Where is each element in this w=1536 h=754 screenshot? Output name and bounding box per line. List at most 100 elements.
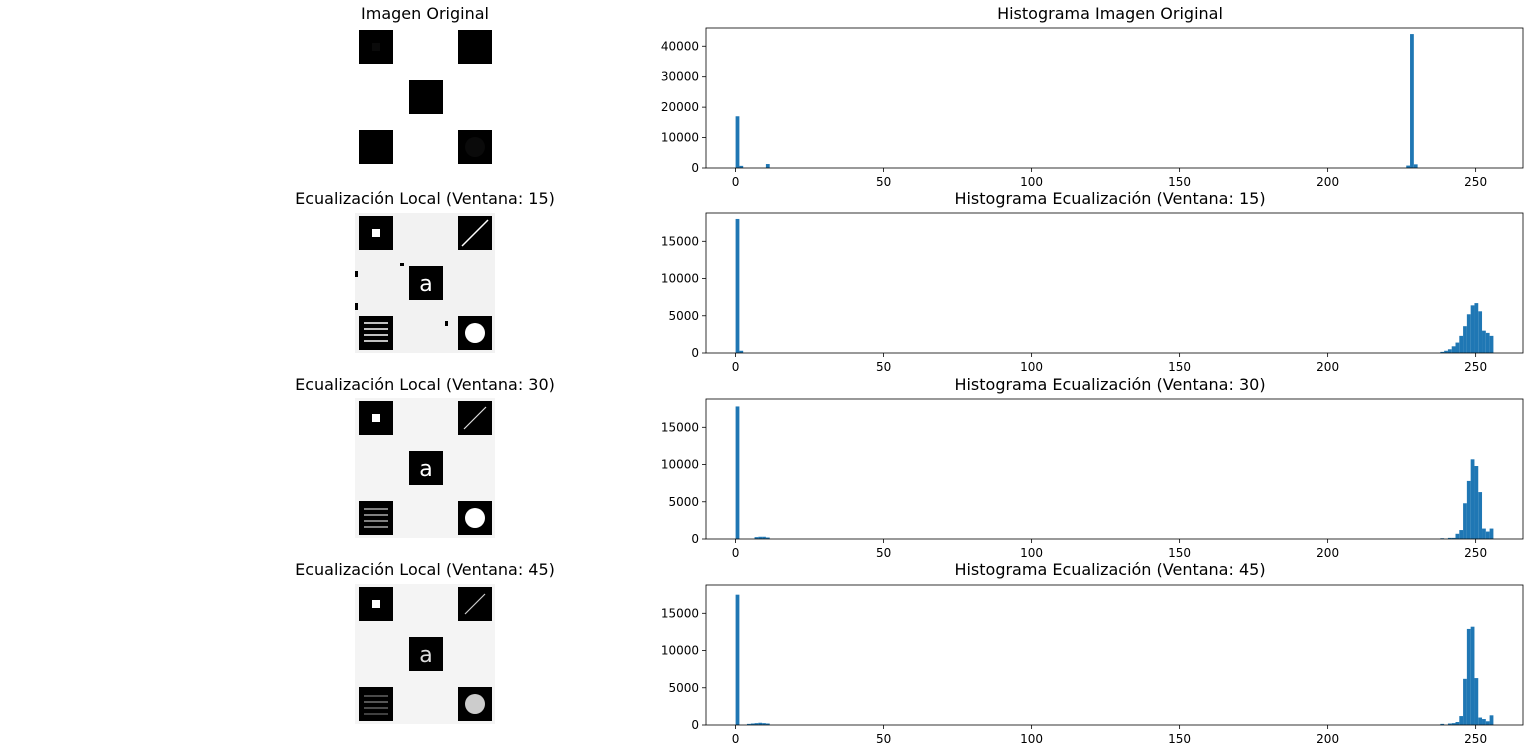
original-image-graphic: [355, 27, 495, 167]
histogram-bar: [1466, 480, 1471, 539]
y-tick-label: 40000: [661, 39, 699, 53]
histogram-bar: [1444, 350, 1448, 353]
y-tick-label: 0: [691, 346, 699, 360]
x-tick-label: 250: [1464, 546, 1487, 560]
histogram-bar: [1470, 626, 1475, 725]
histogram-title: Histograma Ecualización (Ventana: 45): [954, 560, 1266, 579]
histogram-bar: [1440, 723, 1445, 725]
x-tick-label: 200: [1316, 732, 1339, 746]
svg-text:a: a: [419, 457, 432, 482]
image-title: Ecualización Local (Ventana: 15): [295, 189, 555, 208]
histogram-bar: [1489, 335, 1494, 353]
svg-text:a: a: [419, 272, 432, 297]
histogram-bar: [1470, 459, 1475, 539]
histogram-bar: [1474, 678, 1479, 725]
histogram-bar: [1447, 349, 1452, 353]
histogram-bar: [1447, 723, 1452, 725]
histogram-bar: [750, 723, 755, 725]
equalized-image-45-graphic: a: [355, 584, 495, 724]
histogram-bar: [1440, 351, 1445, 353]
histogram-bar: [1466, 314, 1471, 353]
histogram-bar: [1455, 342, 1460, 353]
x-tick-label: 200: [1316, 175, 1339, 189]
x-tick-label: 150: [1168, 732, 1191, 746]
x-tick-label: 250: [1464, 175, 1487, 189]
histogram-bar: [1478, 492, 1483, 539]
x-tick-label: 50: [876, 732, 891, 746]
histogram-bar: [758, 722, 763, 725]
histogram-bar: [1459, 530, 1464, 539]
x-tick-label: 100: [1020, 732, 1043, 746]
x-tick-label: 50: [876, 175, 891, 189]
histogram-bar: [1489, 528, 1494, 539]
axes-frame: [705, 27, 1524, 169]
x-tick-label: 100: [1020, 175, 1043, 189]
y-tick-label: 10000: [661, 131, 699, 145]
histogram-bar: [1470, 305, 1475, 353]
x-tick-label: 150: [1168, 546, 1191, 560]
histogram-bar: [1463, 678, 1467, 725]
histogram-bar: [1466, 628, 1471, 725]
x-tick-label: 150: [1168, 175, 1191, 189]
histogram-bar: [739, 350, 744, 353]
y-tick-label: 5000: [668, 309, 699, 323]
y-tick-label: 0: [691, 532, 699, 546]
histogram-bar: [735, 406, 740, 539]
axes-frame: [705, 212, 1524, 354]
x-tick-label: 200: [1316, 546, 1339, 560]
histogram-bar: [1463, 503, 1467, 539]
x-tick-label: 50: [876, 546, 891, 560]
histogram-bar: [1474, 303, 1479, 353]
histogram-bar: [1451, 537, 1456, 539]
image-title: Imagen Original: [361, 4, 489, 23]
histogram-bar: [765, 723, 770, 725]
histogram-bar: [735, 116, 740, 168]
axes-frame: [705, 584, 1524, 726]
histogram-bar: [1478, 717, 1483, 725]
y-tick-label: 15000: [661, 606, 699, 620]
equalized-image-15: a: [355, 213, 495, 353]
y-tick-label: 0: [691, 718, 699, 732]
histogram-bar: [1447, 537, 1452, 539]
equalized-image-45: a: [355, 584, 495, 724]
histogram-bar: [1482, 330, 1486, 353]
y-tick-label: 10000: [661, 458, 699, 472]
histogram-3: 0 50 100 150 200 250 0 5000 10000 15000: [661, 584, 1524, 746]
image-title: Ecualización Local (Ventana: 30): [295, 375, 555, 394]
x-tick-label: 0: [732, 546, 740, 560]
y-tick-label: 15000: [661, 420, 699, 434]
x-tick-label: 100: [1020, 360, 1043, 374]
original-image: [355, 27, 495, 167]
histogram-0: 0 50 100 150 200 250 0 10000 20000 30000 40000: [661, 27, 1524, 189]
histogram-bar: [1459, 335, 1464, 353]
y-tick-label: 0: [691, 161, 699, 175]
histogram-bar: [1482, 719, 1486, 725]
histogram-title: Histograma Ecualización (Ventana: 30): [954, 375, 1266, 394]
histogram-bar: [762, 536, 766, 539]
y-tick-label: 20000: [661, 100, 699, 114]
x-tick-label: 150: [1168, 360, 1191, 374]
equalized-image-30-graphic: a: [355, 398, 495, 538]
x-tick-label: 0: [732, 175, 740, 189]
histogram-bar: [1406, 165, 1411, 168]
histogram-bar: [1413, 164, 1418, 168]
equalized-image-15-graphic: a: [355, 213, 495, 353]
x-tick-label: 250: [1464, 360, 1487, 374]
histogram-bar: [765, 537, 770, 539]
y-tick-label: 30000: [661, 70, 699, 84]
axes-frame: [705, 398, 1524, 540]
histogram-bar: [739, 165, 744, 168]
x-tick-label: 200: [1316, 360, 1339, 374]
histogram-2: 0 50 100 150 200 250 0 5000 10000 15000: [661, 398, 1524, 560]
histogram-bar: [735, 594, 740, 725]
histogram-bar: [1410, 34, 1414, 168]
histogram-title: Histograma Ecualización (Ventana: 15): [954, 189, 1266, 208]
histogram-bar: [1455, 533, 1460, 539]
histogram-bar: [1463, 326, 1467, 353]
histogram-bar: [1489, 715, 1494, 725]
histogram-bar: [1485, 531, 1490, 539]
histogram-bar: [1451, 723, 1456, 725]
histogram-bar: [754, 537, 759, 539]
y-tick-label: 15000: [661, 234, 699, 248]
